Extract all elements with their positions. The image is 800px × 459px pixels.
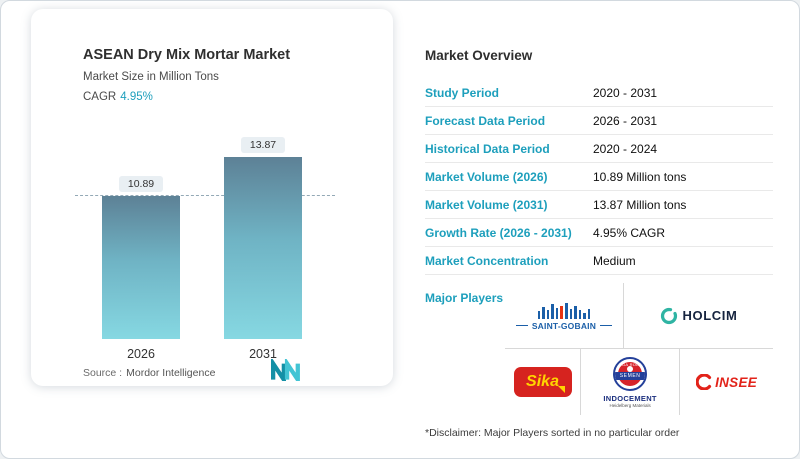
three-wheels-icon [626,365,633,372]
overview-row: Study Period 2020 - 2031 [425,79,773,107]
bar-group-2031: 13.87 2031 [224,137,302,361]
insee-wordmark: INSEE [715,374,758,390]
row-value: 4.95% CAGR [593,225,666,240]
sika-red-badge-icon: Sika [513,367,572,397]
players-row-1: SAINT-GOBAIN HOLCIM [505,283,773,349]
row-label: Market Concentration [425,253,549,268]
bar-value-label-2026: 10.89 [118,176,164,193]
x-axis-label-2031: 2031 [249,347,277,361]
row-label: Market Volume (2026) [425,169,548,184]
market-snapshot-card: ASEAN Dry Mix Mortar Market Market Size … [31,9,393,386]
cagr-value: 4.95% [120,91,153,103]
major-players-grid: SAINT-GOBAIN HOLCIM [505,283,773,415]
major-players-label: Major Players [425,291,504,305]
row-value: 13.87 Million tons [593,197,687,212]
overview-row: Market Volume (2031) 13.87 Million tons [425,191,773,219]
player-holcim: HOLCIM [622,283,773,348]
market-overview-panel: Market Overview Study Period 2020 - 2031… [425,48,773,439]
row-label: Market Volume (2031) [425,197,548,212]
major-players-section: Major Players [425,283,773,415]
insee-swoosh-icon [696,374,712,390]
players-row-2: Sika TIGA RODA SEMEN [505,349,773,415]
sika-wordmark: Sika [526,373,559,390]
indocement-subtext: Heidelberg Materials [609,402,651,408]
row-label: Growth Rate (2026 - 2031) [425,225,572,240]
player-sika: Sika [505,349,580,415]
row-label: Forecast Data Period [425,113,546,128]
overview-title: Market Overview [425,48,533,63]
holcim-wordmark: HOLCIM [682,308,738,323]
row-value: 2026 - 2031 [593,113,658,128]
card-title: ASEAN Dry Mix Mortar Market [83,47,291,63]
tiga-roda-circle-icon: TIGA RODA SEMEN [613,356,648,391]
tiga-roda-text: TIGA RODA [617,361,643,367]
chart-plot-area: 10.89 2026 13.87 2031 [61,113,343,361]
saint-gobain-left-rule [515,325,528,326]
x-axis-label-2026: 2026 [127,347,155,361]
bar-2026 [102,196,180,339]
player-saint-gobain: SAINT-GOBAIN [505,283,623,348]
source-label: Source : [83,367,123,379]
bar-group-2026: 10.89 2026 [102,176,180,361]
overview-row: Market Volume (2026) 10.89 Million tons [425,163,773,191]
overview-row: Market Concentration Medium [425,247,773,275]
source-value: Mordor Intelligence [126,367,216,379]
cagr-line: CAGR 4.95% [83,91,153,103]
player-indocement: TIGA RODA SEMEN INDOCEMENT Heidelberg Ma… [580,349,679,415]
row-value: 2020 - 2031 [593,85,658,100]
row-value: 2020 - 2024 [593,141,658,156]
overview-row: Historical Data Period 2020 - 2024 [425,135,773,163]
overview-table: Study Period 2020 - 2031 Forecast Data P… [425,79,773,275]
source-line: Source : Mordor Intelligence [83,367,215,379]
row-label: Study Period [425,85,500,100]
row-value: Medium [593,253,636,268]
semen-banner: SEMEN [615,371,646,380]
overview-row: Growth Rate (2026 - 2031) 4.95% CAGR [425,219,773,247]
sika-triangle-icon [557,386,565,393]
bar-chart: 10.89 2026 13.87 2031 [61,113,343,361]
saint-gobain-skyline-icon [537,302,590,319]
bar-2031 [224,157,302,339]
card-subtitle: Market Size in Million Tons [83,71,219,83]
disclaimer-text: *Disclaimer: Major Players sorted in no … [425,427,680,439]
player-insee: INSEE [679,349,773,415]
cagr-label: CAGR [83,91,117,103]
indocement-wordmark: INDOCEMENT [603,393,657,403]
holcim-circle-icon [660,307,677,324]
overview-row: Forecast Data Period 2026 - 2031 [425,107,773,135]
saint-gobain-wordmark: SAINT-GOBAIN [531,320,597,331]
reference-dashed-line [75,195,335,197]
row-label: Historical Data Period [425,141,550,156]
mordor-intelligence-logo-icon [271,359,300,381]
saint-gobain-right-rule [600,325,613,326]
row-value: 10.89 Million tons [593,169,687,184]
bar-value-label-2031: 13.87 [240,137,286,153]
